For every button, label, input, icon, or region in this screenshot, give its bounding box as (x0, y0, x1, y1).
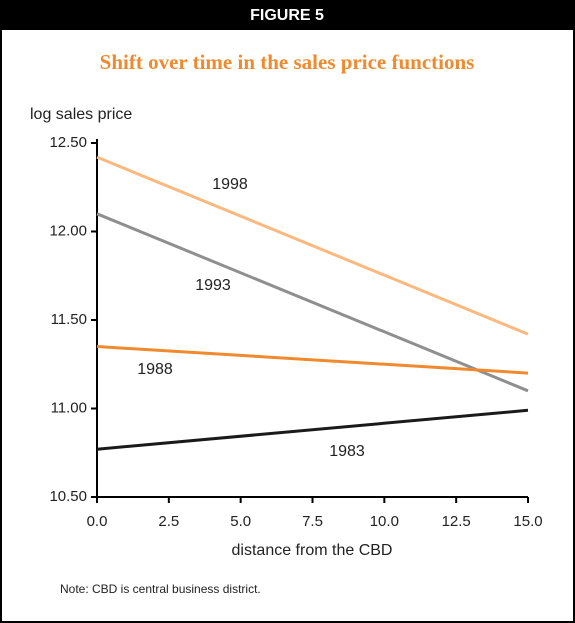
x-tick-label: 2.5 (158, 513, 179, 530)
series-line (96, 212, 529, 393)
x-tick-label: 5.0 (230, 513, 251, 530)
figure-label: FIGURE 5 (250, 7, 324, 24)
x-tick-label: 10.0 (370, 513, 399, 530)
x-tick-label: 15.0 (513, 513, 542, 530)
series-label: 1993 (195, 277, 231, 294)
series-line (96, 345, 529, 375)
series-line (96, 155, 529, 336)
y-tick-label: 12.00 (49, 222, 87, 239)
series-label: 1983 (329, 443, 365, 460)
figure-header (0, 0, 575, 30)
series-line (96, 408, 529, 451)
series-label: 1988 (137, 361, 173, 378)
y-tick-label: 12.50 (49, 134, 87, 151)
y-tick-label: 10.50 (49, 488, 87, 505)
y-tick-label: 11.50 (51, 311, 87, 328)
x-tick-label: 12.5 (442, 513, 471, 530)
note: Note: CBD is central business district. (60, 582, 261, 596)
chart-title: Shift over time in the sales price funct… (100, 50, 475, 74)
series-label: 1998 (212, 176, 248, 193)
x-tick-label: 7.5 (302, 513, 323, 530)
x-tick-label: 0.0 (87, 513, 108, 530)
y-axis-label: log sales price (30, 106, 132, 123)
x-axis-label: distance from the CBD (232, 542, 393, 559)
y-tick-label: 11.00 (51, 399, 87, 416)
